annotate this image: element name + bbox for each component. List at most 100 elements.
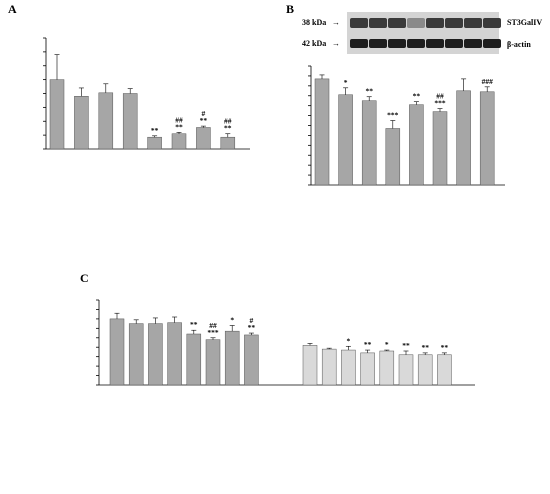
western-blot: 38 kDa → 42 kDa → ST3GalIV β-actin bbox=[302, 12, 542, 54]
significance-line: ** bbox=[224, 124, 232, 133]
significance-label: ## *** bbox=[434, 92, 446, 108]
bar bbox=[128, 323, 144, 386]
bar bbox=[479, 91, 495, 186]
significance-label: ** bbox=[402, 341, 410, 350]
bar bbox=[437, 354, 452, 386]
significance-line: ** bbox=[365, 87, 373, 96]
significance-line: ** bbox=[248, 323, 256, 332]
significance-line: * bbox=[344, 78, 348, 87]
significance-line: * bbox=[230, 316, 234, 325]
bar bbox=[379, 350, 395, 386]
blot-marker-bottom: 42 kDa bbox=[302, 39, 326, 48]
bar bbox=[171, 133, 187, 150]
bar bbox=[220, 136, 236, 150]
bar bbox=[314, 78, 330, 186]
significance-label: # ** bbox=[248, 316, 256, 332]
bar bbox=[456, 90, 471, 186]
significance-label: * bbox=[347, 336, 351, 345]
bar bbox=[205, 339, 221, 386]
significance-label: # ** bbox=[200, 109, 208, 125]
panel-b-chart: ******** ## ***### bbox=[308, 65, 505, 186]
significance-label: *** bbox=[387, 111, 399, 120]
blot-band-st3galiv bbox=[407, 18, 425, 28]
significance-label: ## ** bbox=[224, 117, 232, 133]
blot-band-st3galiv bbox=[369, 18, 387, 28]
significance-label: ## *** bbox=[207, 321, 219, 337]
blot-band-beta-actin bbox=[483, 39, 501, 48]
bar bbox=[341, 349, 356, 386]
significance-label: ** bbox=[364, 340, 372, 349]
significance-line: ** bbox=[402, 341, 410, 350]
bar bbox=[122, 93, 138, 150]
blot-marker-top: 38 kDa bbox=[302, 18, 326, 27]
bar bbox=[338, 94, 353, 186]
panel-c-letter: C bbox=[80, 271, 89, 285]
blot-band-st3galiv bbox=[350, 18, 368, 28]
bar bbox=[196, 127, 211, 150]
bar bbox=[244, 334, 259, 386]
significance-line: *** bbox=[207, 328, 219, 337]
bar bbox=[398, 354, 414, 386]
bar bbox=[147, 136, 162, 150]
bar bbox=[74, 96, 89, 150]
blot-band-beta-actin bbox=[407, 39, 425, 48]
panel-b-letter: B bbox=[286, 2, 294, 16]
significance-line: *** bbox=[387, 111, 399, 120]
significance-line: * bbox=[347, 336, 351, 345]
significance-label: ** bbox=[413, 92, 421, 101]
significance-line: # bbox=[250, 316, 254, 325]
significance-line: ## bbox=[436, 92, 444, 101]
bar bbox=[409, 104, 424, 186]
bar bbox=[49, 79, 65, 150]
blot-band-beta-actin bbox=[369, 39, 387, 48]
bar bbox=[417, 354, 433, 386]
significance-line: # bbox=[202, 109, 206, 118]
significance-line: ** bbox=[441, 343, 449, 352]
bar bbox=[186, 333, 202, 386]
significance-line: ** bbox=[190, 320, 198, 329]
significance-label: ### bbox=[482, 77, 494, 86]
significance-line: ## bbox=[209, 321, 217, 330]
blot-band-beta-actin bbox=[350, 39, 368, 48]
bar bbox=[360, 352, 375, 386]
bar bbox=[302, 345, 318, 386]
significance-line: ** bbox=[413, 92, 421, 101]
significance-line: ### bbox=[482, 77, 494, 86]
blot-protein-top: ST3GalIV bbox=[507, 18, 542, 27]
significance-line: ** bbox=[175, 122, 183, 131]
significance-line: *** bbox=[434, 99, 446, 108]
bar bbox=[224, 330, 240, 386]
blot-band-beta-actin bbox=[388, 39, 406, 48]
significance-label: ** bbox=[365, 87, 373, 96]
significance-label: ** bbox=[441, 343, 449, 352]
bar bbox=[321, 348, 337, 386]
bar bbox=[167, 322, 182, 386]
significance-line: ** bbox=[151, 126, 159, 135]
significance-line: * bbox=[385, 340, 389, 349]
significance-label: ** bbox=[421, 343, 429, 352]
bar bbox=[432, 111, 448, 186]
significance-label: ** bbox=[190, 320, 198, 329]
panel-a-letter: A bbox=[8, 2, 17, 16]
bar bbox=[385, 128, 401, 186]
significance-label: * bbox=[344, 78, 348, 87]
blot-band-st3galiv bbox=[388, 18, 406, 28]
significance-line: ** bbox=[364, 340, 372, 349]
significance-label: * bbox=[230, 316, 234, 325]
blot-protein-bottom: β-actin bbox=[507, 40, 531, 49]
panel-c-chart: ** ## **** # *** ** * ** ** ** bbox=[96, 299, 475, 386]
significance-label: * bbox=[385, 340, 389, 349]
blot-band-beta-actin bbox=[464, 39, 482, 48]
blot-band-beta-actin bbox=[426, 39, 444, 48]
bar bbox=[109, 318, 125, 386]
panel-a-chart: **## **# ** ## ** bbox=[43, 37, 250, 150]
blot-band-st3galiv bbox=[483, 18, 501, 28]
significance-line: ** bbox=[421, 343, 429, 352]
blot-band-st3galiv bbox=[445, 18, 463, 28]
significance-label: ** bbox=[151, 126, 159, 135]
blot-band-st3galiv bbox=[426, 18, 444, 28]
blot-marker-top-arrow: → bbox=[332, 18, 340, 27]
blot-band-beta-actin bbox=[445, 39, 463, 48]
bar bbox=[98, 92, 114, 150]
blot-marker-bottom-arrow: → bbox=[332, 39, 340, 48]
